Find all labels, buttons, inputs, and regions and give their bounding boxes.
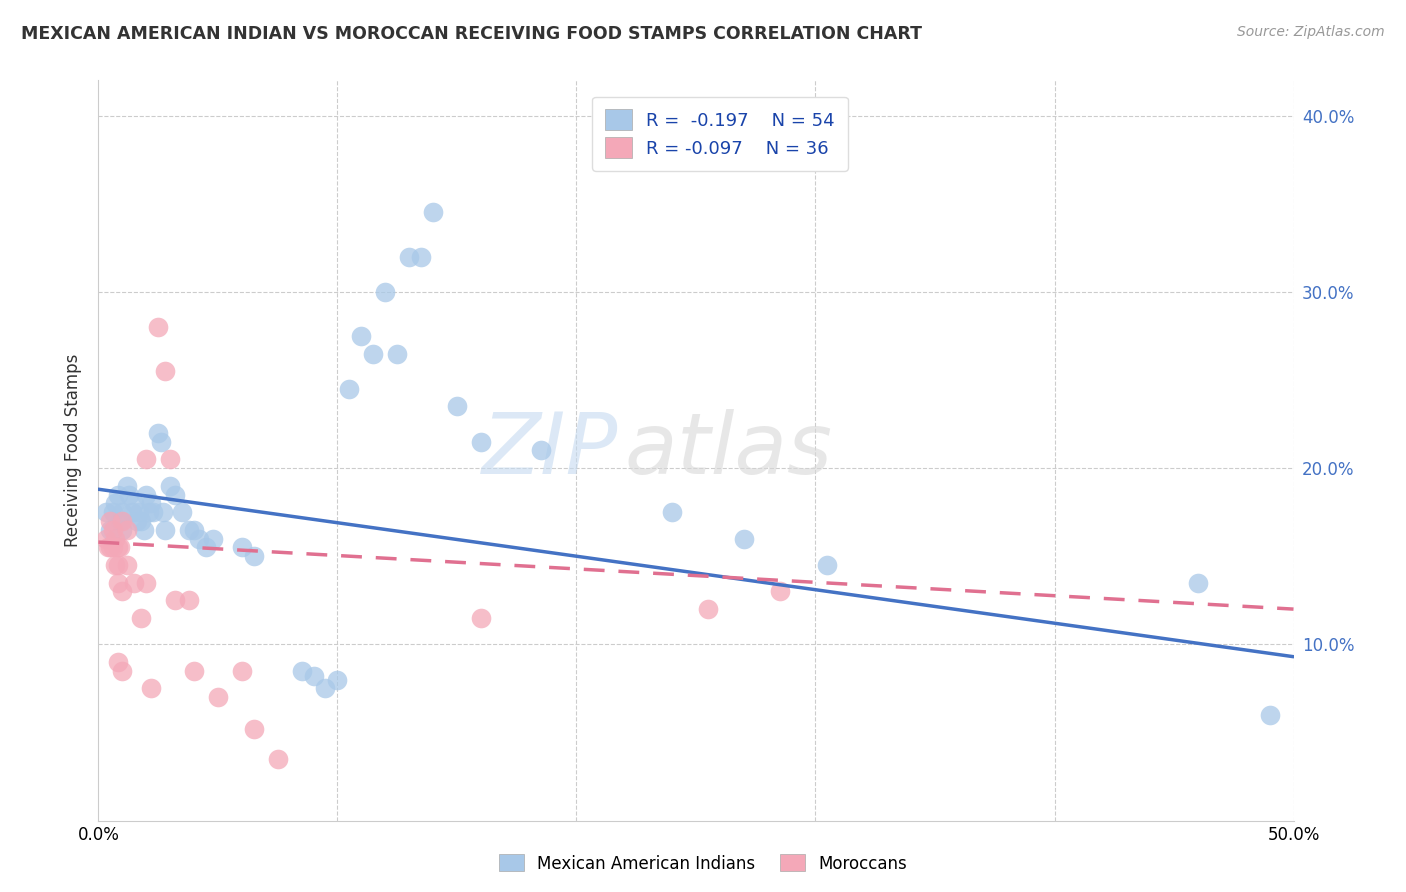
- Point: [733, 532, 755, 546]
- Point: [363, 346, 385, 360]
- Point: [231, 541, 253, 555]
- Point: [315, 681, 337, 696]
- Point: [195, 541, 218, 555]
- Point: [101, 505, 124, 519]
- Point: [135, 452, 157, 467]
- Point: [107, 558, 129, 572]
- Point: [104, 558, 127, 572]
- Point: [118, 487, 141, 501]
- Point: [107, 487, 129, 501]
- Point: [1187, 575, 1209, 590]
- Point: [187, 532, 209, 546]
- Point: [111, 584, 134, 599]
- Point: [149, 434, 172, 449]
- Point: [97, 541, 120, 555]
- Point: [108, 514, 131, 528]
- Point: [697, 602, 720, 616]
- Point: [94, 532, 117, 546]
- Point: [179, 523, 201, 537]
- Point: [131, 611, 153, 625]
- Point: [374, 285, 396, 299]
- Point: [243, 549, 266, 564]
- Point: [231, 664, 253, 678]
- Point: [135, 575, 157, 590]
- Point: [768, 584, 790, 599]
- Point: [411, 250, 433, 264]
- Point: [101, 541, 124, 555]
- Point: [207, 690, 229, 705]
- Point: [111, 514, 134, 528]
- Point: [115, 523, 138, 537]
- Point: [243, 722, 266, 736]
- Point: [124, 575, 146, 590]
- Point: [132, 523, 155, 537]
- Point: [121, 505, 143, 519]
- Point: [111, 523, 134, 537]
- Point: [183, 664, 205, 678]
- Point: [125, 514, 148, 528]
- Point: [291, 664, 314, 678]
- Point: [470, 434, 492, 449]
- Point: [107, 575, 129, 590]
- Point: [302, 669, 325, 683]
- Point: [115, 479, 138, 493]
- Point: [183, 523, 205, 537]
- Point: [139, 496, 162, 510]
- Point: [159, 479, 181, 493]
- Point: [124, 496, 146, 510]
- Point: [101, 523, 124, 537]
- Point: [339, 382, 361, 396]
- Point: [385, 346, 409, 360]
- Point: [111, 505, 134, 519]
- Point: [179, 593, 201, 607]
- Point: [155, 364, 177, 378]
- Point: [107, 541, 129, 555]
- Point: [131, 514, 153, 528]
- Point: [139, 681, 162, 696]
- Point: [163, 593, 186, 607]
- Legend: Mexican American Indians, Moroccans: Mexican American Indians, Moroccans: [492, 847, 914, 880]
- Point: [135, 487, 157, 501]
- Y-axis label: Receiving Food Stamps: Receiving Food Stamps: [65, 354, 83, 547]
- Point: [1258, 707, 1281, 722]
- Point: [530, 443, 553, 458]
- Point: [202, 532, 225, 546]
- Point: [98, 514, 122, 528]
- Point: [159, 452, 181, 467]
- Point: [350, 329, 373, 343]
- Point: [108, 541, 131, 555]
- Point: [104, 496, 127, 510]
- Point: [163, 487, 186, 501]
- Point: [98, 523, 122, 537]
- Point: [661, 505, 683, 519]
- Point: [148, 425, 170, 440]
- Point: [398, 250, 420, 264]
- Point: [104, 532, 127, 546]
- Text: Source: ZipAtlas.com: Source: ZipAtlas.com: [1237, 25, 1385, 39]
- Point: [152, 505, 174, 519]
- Point: [446, 400, 468, 414]
- Point: [422, 205, 444, 219]
- Point: [815, 558, 838, 572]
- Point: [98, 541, 122, 555]
- Point: [138, 505, 160, 519]
- Point: [470, 611, 492, 625]
- Point: [115, 558, 138, 572]
- Point: [142, 505, 165, 519]
- Point: [128, 505, 150, 519]
- Legend: R =  -0.197    N = 54, R = -0.097    N = 36: R = -0.197 N = 54, R = -0.097 N = 36: [592, 96, 848, 171]
- Point: [267, 752, 290, 766]
- Point: [107, 655, 129, 669]
- Text: MEXICAN AMERICAN INDIAN VS MOROCCAN RECEIVING FOOD STAMPS CORRELATION CHART: MEXICAN AMERICAN INDIAN VS MOROCCAN RECE…: [21, 25, 922, 43]
- Point: [148, 320, 170, 334]
- Point: [111, 664, 134, 678]
- Text: ZIP: ZIP: [482, 409, 619, 492]
- Point: [94, 505, 117, 519]
- Point: [326, 673, 349, 687]
- Point: [155, 523, 177, 537]
- Text: atlas: atlas: [624, 409, 832, 492]
- Point: [172, 505, 194, 519]
